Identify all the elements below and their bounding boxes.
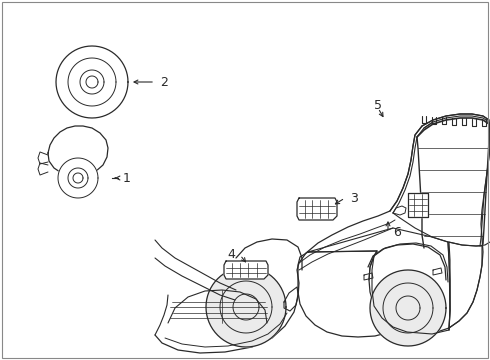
Polygon shape — [48, 126, 108, 177]
Polygon shape — [297, 198, 337, 220]
Text: 5: 5 — [374, 99, 382, 112]
Text: 3: 3 — [350, 192, 358, 204]
Polygon shape — [56, 46, 128, 118]
Text: 6: 6 — [393, 225, 401, 238]
Text: 4: 4 — [227, 248, 235, 261]
Polygon shape — [370, 270, 446, 346]
Text: 1: 1 — [123, 171, 131, 184]
Polygon shape — [408, 193, 428, 217]
Polygon shape — [58, 158, 98, 198]
Polygon shape — [155, 114, 490, 353]
Polygon shape — [206, 267, 286, 347]
Polygon shape — [224, 261, 268, 279]
Text: 2: 2 — [160, 76, 168, 89]
